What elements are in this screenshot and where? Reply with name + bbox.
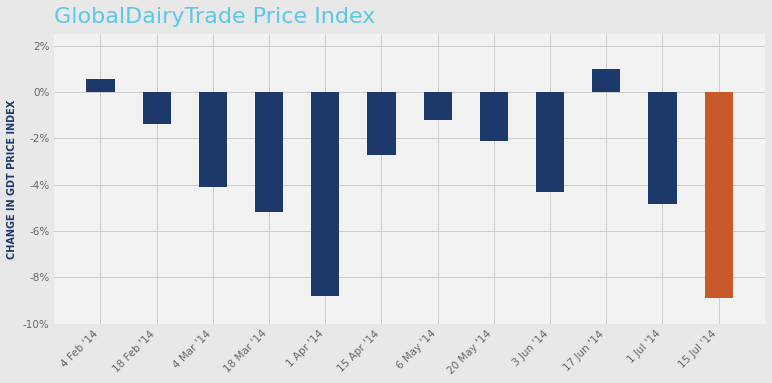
Bar bbox=[536, 92, 564, 192]
Bar bbox=[705, 92, 733, 298]
Bar bbox=[143, 92, 171, 124]
Bar bbox=[592, 69, 621, 92]
Bar bbox=[255, 92, 283, 213]
Bar bbox=[648, 92, 676, 205]
Bar bbox=[424, 92, 452, 120]
Bar bbox=[199, 92, 227, 187]
Y-axis label: CHANGE IN GDT PRICE INDEX: CHANGE IN GDT PRICE INDEX bbox=[7, 99, 17, 259]
Bar bbox=[367, 92, 395, 155]
Bar bbox=[311, 92, 340, 296]
Bar bbox=[86, 79, 114, 92]
Text: GlobalDairyTrade Price Index: GlobalDairyTrade Price Index bbox=[54, 7, 375, 27]
Bar bbox=[480, 92, 508, 141]
